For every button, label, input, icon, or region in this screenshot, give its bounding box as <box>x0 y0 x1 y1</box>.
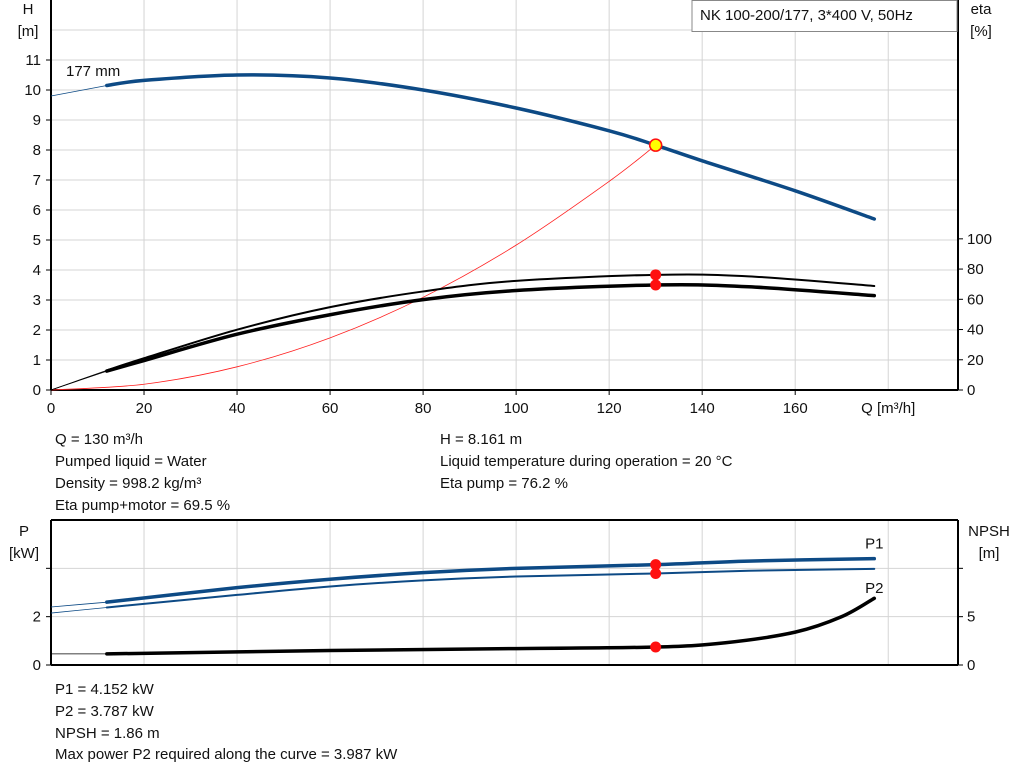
y-axis-label: P <box>19 523 29 540</box>
x-tick-label: 80 <box>415 400 432 417</box>
y-tick-label: 3 <box>33 292 41 309</box>
info-max-power: Max power P2 required along the curve = … <box>55 746 398 763</box>
y-axis-label: H <box>23 1 34 18</box>
info-q: Q = 130 m³/h <box>55 431 143 448</box>
y-tick-label: 0 <box>33 657 41 674</box>
info-p1: P1 = 4.152 kW <box>55 681 154 698</box>
marker-p1 <box>650 559 662 571</box>
y2-axis-unit: [%] <box>970 23 992 40</box>
marker-eta-pump-motor <box>650 279 662 291</box>
curve-H <box>105 73 877 221</box>
y2-tick-label: 100 <box>967 231 992 248</box>
y-tick-label: 0 <box>33 382 41 399</box>
y2-tick-label: 0 <box>967 657 975 674</box>
info-eta-pump-motor: Eta pump+motor = 69.5 % <box>55 497 231 514</box>
curve-P2-extension <box>50 607 107 614</box>
curve-P2 <box>105 567 876 609</box>
x-axis-label: Q [m³/h] <box>861 400 915 417</box>
marker-npsh <box>650 641 662 653</box>
y-tick-label: 5 <box>33 232 41 249</box>
y2-axis-label: NPSH <box>968 523 1010 540</box>
info-npsh: NPSH = 1.86 m <box>55 725 160 742</box>
x-tick-label: 120 <box>597 400 622 417</box>
x-tick-label: 160 <box>783 400 808 417</box>
x-tick-label: 0 <box>47 400 55 417</box>
impeller-diameter-label: 177 mm <box>66 63 120 80</box>
x-tick-label: 40 <box>229 400 246 417</box>
marker-p2 <box>650 567 662 579</box>
y-tick-label: 9 <box>33 112 41 129</box>
curve-eta_pump <box>105 273 876 372</box>
series-label-P1: P1 <box>865 536 883 553</box>
y2-tick-label: 5 <box>967 609 975 626</box>
info-temperature: Liquid temperature during operation = 20… <box>440 453 733 470</box>
x-tick-label: 100 <box>504 400 529 417</box>
y-axis-unit: [kW] <box>9 545 39 562</box>
y2-axis-unit: [m] <box>979 545 1000 562</box>
y2-tick-label: 0 <box>967 382 975 399</box>
y-tick-label: 7 <box>33 172 41 189</box>
curve-NPSH <box>105 596 877 656</box>
y2-tick-label: 80 <box>967 261 984 278</box>
y-tick-label: 11 <box>25 52 41 69</box>
info-liquid: Pumped liquid = Water <box>55 453 207 470</box>
y-axis-unit: [m] <box>18 23 39 40</box>
info-eta-pump: Eta pump = 76.2 % <box>440 475 568 492</box>
x-tick-label: 60 <box>322 400 339 417</box>
info-p2: P2 = 3.787 kW <box>55 703 154 720</box>
marker-duty-point <box>648 138 663 152</box>
curve-P1-extension <box>50 601 107 608</box>
y2-tick-label: 20 <box>967 352 984 369</box>
y-tick-label: 4 <box>33 262 41 279</box>
y2-axis-label: eta <box>971 1 993 18</box>
y-tick-label: 10 <box>24 82 41 99</box>
x-tick-label: 140 <box>690 400 715 417</box>
y-tick-label: 6 <box>33 202 41 219</box>
title-box <box>691 0 958 32</box>
y2-tick-label: 60 <box>967 291 984 308</box>
curve-eta_pump_motor-extension <box>50 370 107 391</box>
curve-eta_pump_motor <box>105 282 877 373</box>
y-tick-label: 2 <box>33 609 41 626</box>
y-tick-label: 1 <box>33 352 41 369</box>
series-label-P2: P2 <box>865 580 883 597</box>
y2-tick-label: 40 <box>967 322 984 339</box>
y-tick-label: 2 <box>33 322 41 339</box>
curve-H-extension <box>50 85 107 97</box>
marker-eta-pump <box>650 269 662 281</box>
chart-title: NK 100-200/177, 3*400 V, 50Hz <box>700 7 913 24</box>
curve-system <box>50 144 656 391</box>
info-density: Density = 998.2 kg/m³ <box>55 475 202 492</box>
curve-P1 <box>105 556 877 604</box>
x-tick-label: 20 <box>136 400 153 417</box>
y-tick-label: 8 <box>33 142 41 159</box>
info-h: H = 8.161 m <box>440 431 523 448</box>
